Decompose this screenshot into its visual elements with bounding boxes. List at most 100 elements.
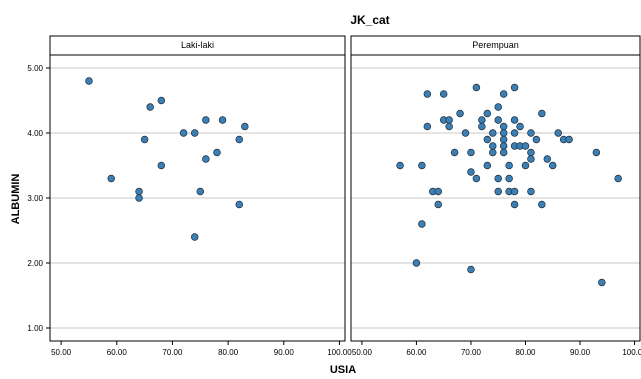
y-tick-label: 3.00 <box>27 194 43 203</box>
data-point <box>85 77 93 85</box>
data-point <box>445 116 453 124</box>
data-point <box>418 220 426 228</box>
data-point <box>505 161 513 170</box>
data-point <box>494 187 502 196</box>
data-point <box>499 122 508 131</box>
data-point <box>241 122 249 131</box>
data-point <box>510 116 519 124</box>
data-point <box>190 129 199 137</box>
x-tick-label: 60.00 <box>107 348 128 357</box>
data-point <box>505 174 513 183</box>
x-tick-label: 100.00 <box>622 348 641 357</box>
data-point <box>472 174 481 183</box>
data-point <box>423 122 432 131</box>
data-point <box>494 174 502 183</box>
data-point <box>516 122 524 131</box>
data-point <box>499 135 508 144</box>
panel-1: Laki-laki 50.00 60.00 70.00 80.00 90.00 100.00… <box>27 35 352 357</box>
data-point <box>467 265 475 274</box>
chart-panels: Laki-laki 50.00 60.00 70.00 80.00 90.00 100.00… <box>27 35 641 357</box>
data-point <box>499 148 508 157</box>
data-point <box>418 161 426 170</box>
data-point <box>483 161 492 170</box>
data-point <box>157 161 166 170</box>
y-axis-title: ALBUMIN <box>10 174 22 225</box>
x-tick-label: 50.00 <box>352 348 373 357</box>
data-point <box>565 135 573 144</box>
x-axis-title: USIA <box>330 364 356 376</box>
data-point <box>499 129 508 137</box>
data-point <box>532 135 541 144</box>
data-point <box>461 129 470 137</box>
data-point <box>107 174 115 183</box>
chart-title: JK_cat <box>350 13 389 27</box>
data-point <box>614 174 622 183</box>
x-tick-label: 50.00 <box>51 348 72 357</box>
data-point <box>489 129 497 137</box>
data-point <box>146 103 154 111</box>
data-point <box>521 161 530 170</box>
panel-2: Perempuan 50.00 60.00 70.00 80.00 90.00 100.00 <box>350 35 641 357</box>
y-tick-label: 2.00 <box>27 259 43 268</box>
data-point <box>202 116 210 124</box>
x-tick-label: 100.00 <box>327 348 352 357</box>
data-point <box>510 200 519 209</box>
data-point <box>592 148 601 157</box>
data-point <box>478 116 486 124</box>
data-point <box>396 161 404 170</box>
data-point <box>412 259 421 267</box>
data-point <box>510 83 519 92</box>
data-point <box>467 168 475 176</box>
data-point <box>179 129 188 137</box>
data-point <box>213 148 221 157</box>
data-point <box>478 122 486 131</box>
data-point <box>483 135 492 144</box>
data-point <box>445 122 453 131</box>
data-point <box>543 155 552 163</box>
data-point <box>489 148 497 157</box>
data-point <box>527 187 535 196</box>
data-point <box>554 129 562 137</box>
panel-title: Perempuan <box>472 40 519 50</box>
data-point <box>499 90 508 98</box>
data-point <box>235 200 243 209</box>
data-point <box>439 90 448 98</box>
y-tick-label: 1.00 <box>27 324 43 333</box>
data-point <box>196 187 205 196</box>
data-point <box>494 103 502 111</box>
data-point <box>483 109 492 118</box>
data-point <box>157 96 166 105</box>
data-point <box>135 187 143 196</box>
data-point <box>456 109 464 118</box>
data-point <box>434 187 442 196</box>
data-point <box>549 161 557 170</box>
x-tick-label: 80.00 <box>218 348 239 357</box>
panel-frame <box>350 54 641 342</box>
data-point <box>434 200 442 209</box>
x-tick-label: 70.00 <box>162 348 183 357</box>
data-point <box>527 148 535 157</box>
data-point <box>510 187 519 196</box>
y-tick-label: 4.00 <box>27 129 43 138</box>
data-point <box>467 148 475 157</box>
data-point <box>423 90 432 98</box>
x-tick-label: 90.00 <box>570 348 591 357</box>
data-point <box>494 116 502 124</box>
panel-title: Laki-laki <box>181 40 214 50</box>
data-point <box>140 135 149 144</box>
data-point <box>218 116 227 124</box>
data-point <box>472 83 481 92</box>
data-point <box>521 142 530 150</box>
data-point <box>538 200 546 209</box>
panel-strip <box>351 36 640 55</box>
panel-strip <box>50 36 345 55</box>
data-point <box>510 129 519 137</box>
data-point <box>489 142 497 150</box>
data-point <box>538 109 546 118</box>
data-point <box>190 233 199 241</box>
x-tick-label: 80.00 <box>515 348 536 357</box>
data-point <box>135 194 143 202</box>
x-tick-label: 60.00 <box>406 348 427 357</box>
